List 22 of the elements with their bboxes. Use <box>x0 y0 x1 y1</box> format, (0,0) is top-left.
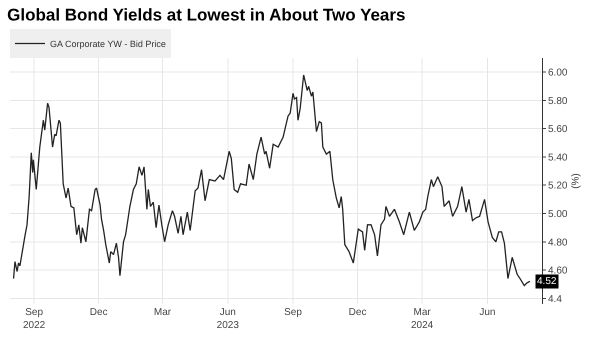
x-tick-label: Dec <box>90 307 108 318</box>
y-tick-label: 5.40 <box>548 152 568 164</box>
y-tick-label: 4.60 <box>548 266 568 277</box>
chart-title: Global Bond Yields at Lowest in About Two Years <box>7 6 406 25</box>
annotation: 4.52 <box>537 276 557 287</box>
x-tick-label: Jun <box>479 307 496 318</box>
y-tick-label: 4.4 <box>548 294 562 305</box>
y-tick-label: 5.60 <box>548 124 568 136</box>
legend-label: GA Corporate YW - Bid Price <box>50 39 166 50</box>
x-tick-label: Jun 2023 <box>216 307 240 331</box>
y-axis-title: (%) <box>570 173 582 189</box>
x-tick-label: Mar <box>154 307 172 318</box>
y-tick-label: 6.00 <box>548 68 568 79</box>
y-tick-label: 5.00 <box>548 209 568 220</box>
x-tick-label: Sep 2022 <box>22 307 46 331</box>
y-tick-label: 4.80 <box>548 237 568 248</box>
x-tick-label: Sep <box>284 307 302 318</box>
x-tick-label: Mar 2024 <box>410 307 434 331</box>
y-tick-label: 5.80 <box>548 96 568 107</box>
x-tick-label: Dec <box>348 307 366 318</box>
y-tick-label: 5.20 <box>548 180 568 192</box>
line-series <box>12 74 531 286</box>
